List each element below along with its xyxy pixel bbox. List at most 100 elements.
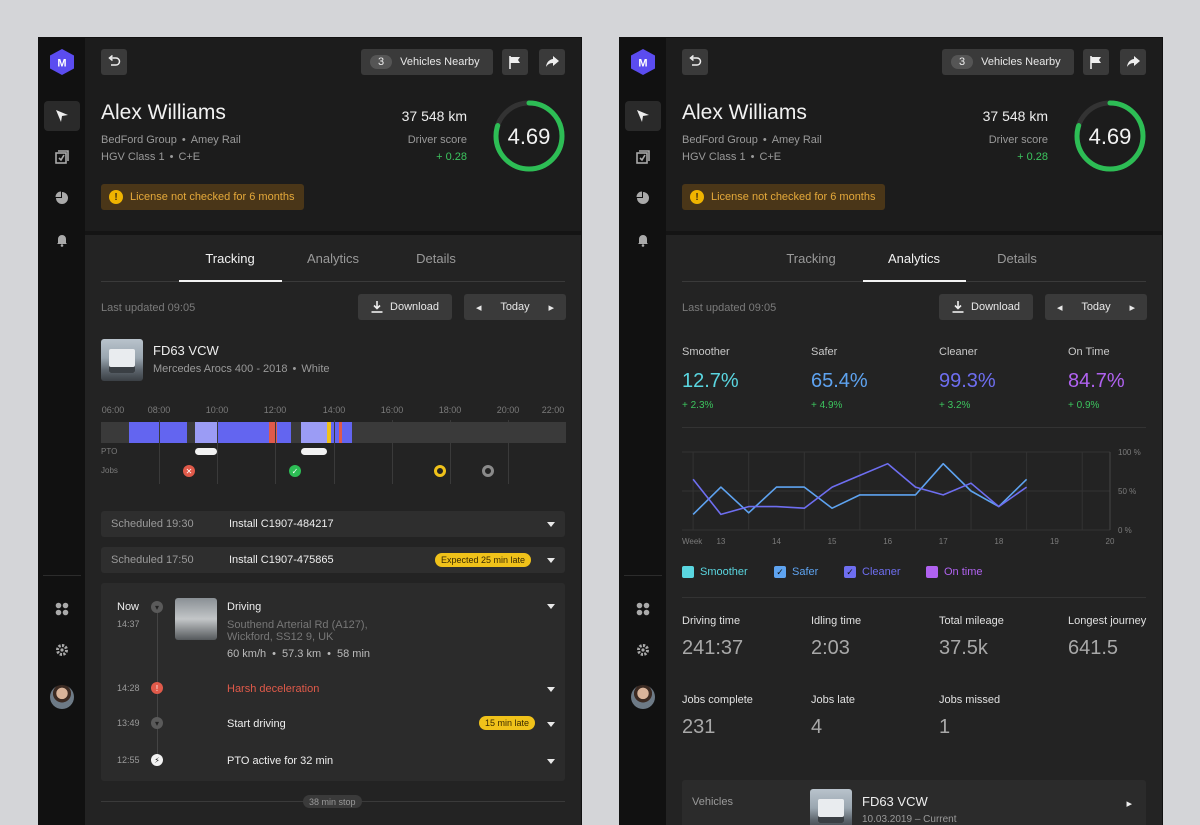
chevron-down-icon[interactable] bbox=[547, 557, 555, 563]
pto-period[interactable] bbox=[195, 448, 217, 455]
event-pto[interactable]: 12:55 ⚡ PTO active for 32 min bbox=[101, 753, 565, 769]
day-picker[interactable]: ◂ Today ▸ bbox=[1045, 294, 1147, 320]
tab-bar: Tracking Analytics Details bbox=[101, 235, 565, 282]
avatar[interactable] bbox=[631, 685, 655, 709]
job-pending-icon[interactable] bbox=[434, 465, 446, 477]
chevron-down-icon[interactable] bbox=[547, 722, 555, 727]
chevron-down-icon[interactable] bbox=[547, 604, 555, 609]
apps-icon[interactable] bbox=[44, 594, 80, 624]
hour-label: 06:00 bbox=[101, 405, 125, 415]
avatar[interactable] bbox=[50, 685, 74, 709]
driving-segment[interactable] bbox=[277, 422, 291, 443]
vehicles-label: Vehicles bbox=[692, 796, 733, 808]
driver-score-ring: 4.69 bbox=[493, 100, 565, 172]
driving-segment[interactable] bbox=[129, 422, 187, 443]
legend-label: Safer bbox=[792, 566, 819, 578]
next-day-icon[interactable]: ▸ bbox=[1129, 301, 1135, 314]
event-driving[interactable]: Now 14:37 ▾ Driving Southend Arterial Rd… bbox=[101, 598, 565, 666]
logo-icon[interactable]: M bbox=[50, 49, 74, 75]
scheduled-time: Scheduled 17:50 bbox=[111, 554, 194, 566]
day-timeline[interactable]: 06:00 08:00 10:00 12:00 14:00 16:00 18:0… bbox=[101, 405, 566, 487]
legend-smoother[interactable]: Smoother bbox=[682, 566, 748, 578]
driving-segment[interactable] bbox=[342, 422, 352, 443]
tab-details[interactable]: Details bbox=[997, 251, 1037, 266]
download-button[interactable]: Download bbox=[358, 294, 452, 320]
bell-icon[interactable] bbox=[44, 225, 80, 255]
apps-icon[interactable] bbox=[625, 594, 661, 624]
bell-icon[interactable] bbox=[625, 225, 661, 255]
driver-header: 3 Vehicles Nearby Alex Williams BedFord G… bbox=[85, 38, 581, 231]
x-tick-label: 18 bbox=[994, 537, 1003, 546]
alert-segment[interactable] bbox=[269, 422, 277, 443]
weekly-trend-chart[interactable]: 100 % 50 % 0 % 13 14 15 16 17 18 19 20 Week bbox=[682, 447, 1152, 553]
tab-analytics[interactable]: Analytics bbox=[862, 235, 966, 282]
idle-segment[interactable] bbox=[301, 422, 327, 443]
company: BedFord Group bbox=[101, 134, 177, 146]
download-button[interactable]: Download bbox=[939, 294, 1033, 320]
day-picker[interactable]: ◂ Today ▸ bbox=[464, 294, 566, 320]
series-line-safer[interactable] bbox=[692, 462, 1028, 515]
total-distance: 37 548 km bbox=[982, 108, 1048, 124]
pie-chart-icon[interactable] bbox=[44, 183, 80, 213]
warning-segment[interactable] bbox=[327, 422, 331, 443]
prev-day-icon[interactable]: ◂ bbox=[1057, 301, 1063, 314]
event-start-driving[interactable]: 13:49 ▾ Start driving 15 min late bbox=[101, 716, 565, 732]
flag-button[interactable] bbox=[502, 49, 528, 75]
pto-period[interactable] bbox=[301, 448, 327, 455]
navigation-arrow-icon[interactable] bbox=[625, 101, 661, 131]
vehicles-nearby-button[interactable]: 3 Vehicles Nearby bbox=[942, 49, 1074, 75]
event-harsh-deceleration[interactable]: 14:28 ! Harsh deceleration bbox=[101, 681, 565, 697]
back-button[interactable] bbox=[101, 49, 127, 75]
driving-segment[interactable] bbox=[217, 422, 269, 443]
x-tick-label: 17 bbox=[939, 537, 948, 546]
chevron-down-icon[interactable] bbox=[547, 521, 555, 527]
gear-icon[interactable] bbox=[44, 635, 80, 665]
job-done-icon[interactable]: ✓ bbox=[289, 465, 301, 477]
legend-on-time[interactable]: On time bbox=[926, 566, 983, 578]
event-speed: 60 km/h bbox=[227, 648, 267, 660]
download-icon bbox=[952, 301, 964, 313]
download-icon bbox=[371, 301, 383, 313]
tab-tracking[interactable]: Tracking bbox=[178, 235, 282, 282]
logo-icon[interactable]: M bbox=[631, 49, 655, 75]
next-day-icon[interactable]: ▸ bbox=[548, 301, 554, 314]
back-button[interactable] bbox=[682, 49, 708, 75]
tab-bar: Tracking Analytics Details bbox=[682, 235, 1146, 282]
alert-segment[interactable] bbox=[339, 422, 342, 443]
prev-day-icon[interactable]: ◂ bbox=[476, 301, 482, 314]
scheduled-job-row[interactable]: Scheduled 19:30 Install C1907-484217 bbox=[101, 511, 565, 537]
tab-analytics[interactable]: Analytics bbox=[306, 251, 360, 266]
license-warning[interactable]: ! License not checked for 6 months bbox=[682, 184, 886, 210]
tab-details[interactable]: Details bbox=[416, 251, 456, 266]
vehicles-card[interactable]: Vehicles FD63 VCW 10.03.2019 – Current ▸ bbox=[682, 780, 1146, 825]
gear-icon[interactable] bbox=[625, 635, 661, 665]
flag-button[interactable] bbox=[1083, 49, 1109, 75]
metric-label: Cleaner bbox=[939, 346, 978, 358]
license-warning[interactable]: ! License not checked for 6 months bbox=[101, 184, 305, 210]
road-photo[interactable] bbox=[175, 598, 217, 640]
vehicles-nearby-button[interactable]: 3 Vehicles Nearby bbox=[361, 49, 493, 75]
job-scheduled-icon[interactable] bbox=[482, 465, 494, 477]
legend-cleaner[interactable]: ✓ Cleaner bbox=[844, 566, 901, 578]
nearby-count-badge: 3 bbox=[951, 55, 974, 69]
events-list: Now 14:37 ▾ Driving Southend Arterial Rd… bbox=[101, 583, 565, 781]
hour-label: 14:00 bbox=[322, 405, 346, 415]
series-line-cleaner[interactable] bbox=[692, 462, 1028, 516]
truck-thumbnail bbox=[810, 789, 852, 825]
tab-tracking[interactable]: Tracking bbox=[786, 251, 836, 266]
job-failed-icon[interactable]: ✕ bbox=[183, 465, 195, 477]
scheduled-job-row[interactable]: Scheduled 17:50 Install C1907-475865 Exp… bbox=[101, 547, 565, 573]
checklist-icon[interactable] bbox=[625, 142, 661, 172]
pie-chart-icon[interactable] bbox=[625, 183, 661, 213]
checklist-icon[interactable] bbox=[44, 142, 80, 172]
chevron-down-icon[interactable] bbox=[547, 687, 555, 692]
chevron-down-icon[interactable] bbox=[547, 759, 555, 764]
driving-segment[interactable] bbox=[331, 422, 339, 443]
y-tick-label: 50 % bbox=[1118, 487, 1136, 496]
navigation-arrow-icon[interactable] bbox=[44, 101, 80, 131]
share-button[interactable] bbox=[1120, 49, 1146, 75]
chevron-right-icon[interactable]: ▸ bbox=[1126, 798, 1132, 810]
idle-segment[interactable] bbox=[195, 422, 217, 443]
share-button[interactable] bbox=[539, 49, 565, 75]
legend-safer[interactable]: ✓ Safer bbox=[774, 566, 818, 578]
